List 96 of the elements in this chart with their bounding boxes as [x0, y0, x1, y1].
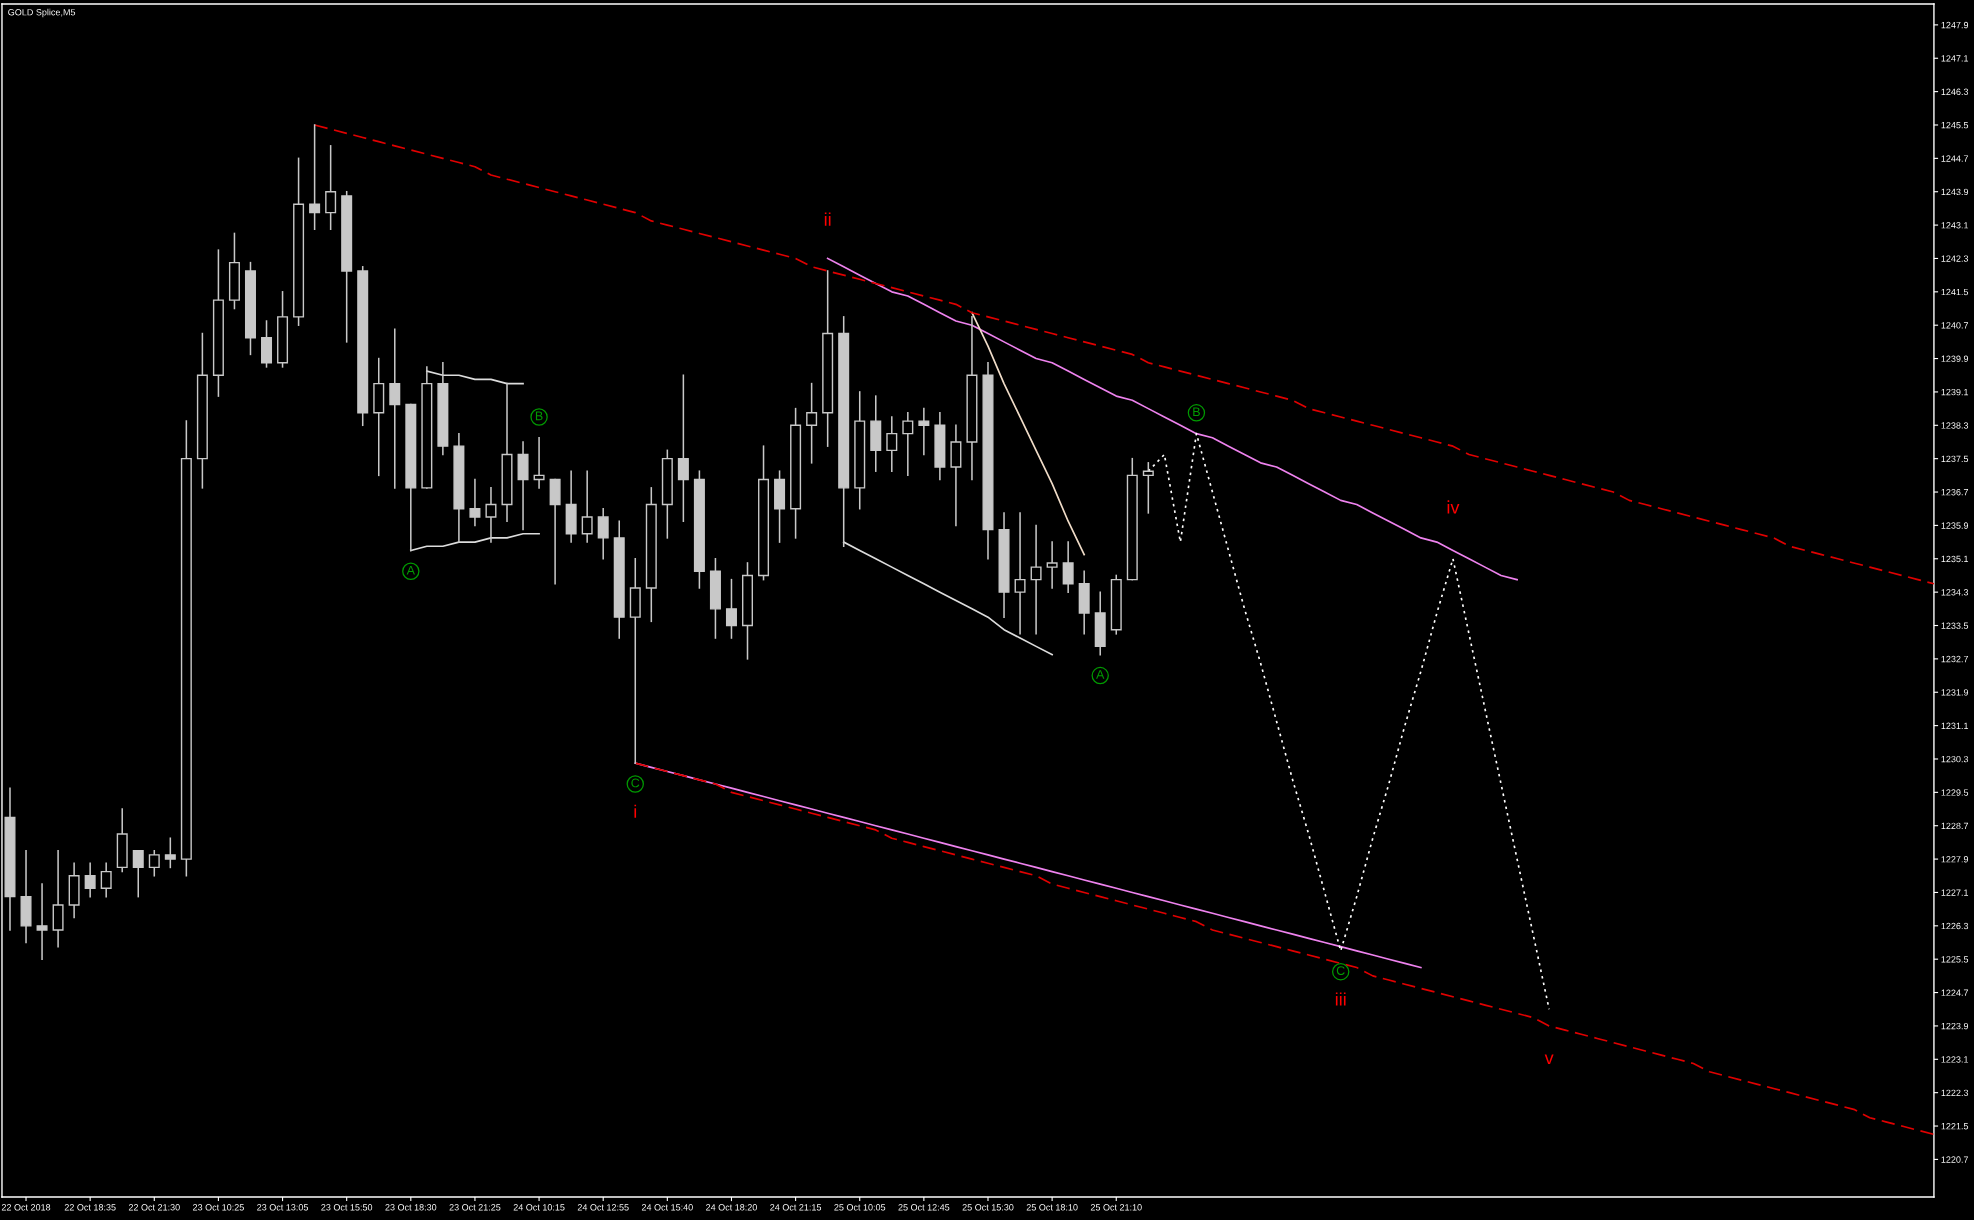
candlestick — [100, 862, 112, 898]
x-tick-label: 25 Oct 10:05 — [834, 1204, 886, 1211]
annotation: i — [634, 804, 637, 818]
candlestick — [533, 437, 545, 489]
y-tick-label: 1223.1 — [1941, 1056, 1969, 1063]
x-tick-label: 25 Oct 21:10 — [1090, 1204, 1142, 1211]
candlestick — [309, 124, 321, 231]
chart-title: GOLD Splice,M5 — [8, 8, 76, 18]
x-tick-label: 22 Oct 21:30 — [128, 1204, 180, 1211]
x-tick-label: 23 Oct 21:25 — [449, 1204, 501, 1211]
x-tick-label: 24 Oct 10:15 — [513, 1204, 565, 1211]
y-tick-label: 1227.1 — [1941, 889, 1969, 896]
y-tick-label: 1224.7 — [1941, 989, 1969, 996]
y-tick-label: 1229.5 — [1941, 789, 1969, 796]
y-tick-label: 1241.5 — [1941, 288, 1969, 296]
x-tick-label: 24 Oct 21:15 — [770, 1204, 822, 1211]
annotation: C — [1336, 966, 1345, 976]
y-tick-label: 1244.7 — [1941, 155, 1969, 162]
candlestick — [1046, 541, 1058, 589]
y-tick-label: 1220.7 — [1941, 1156, 1969, 1163]
y-tick-label: 1240.7 — [1941, 322, 1969, 329]
annotation: iii — [1335, 992, 1346, 1006]
y-tick-label: 1246.3 — [1941, 88, 1969, 95]
y-tick-label: 1243.1 — [1941, 222, 1969, 229]
candlestick — [1062, 541, 1074, 593]
annotation: A — [406, 565, 415, 575]
y-tick-label: 1247.1 — [1941, 55, 1969, 62]
y-tick-label: 1234.3 — [1941, 589, 1969, 596]
y-tick-label: 1227.9 — [1941, 856, 1969, 863]
annotation: v — [1544, 1054, 1554, 1064]
x-tick-label: 24 Oct 12:55 — [577, 1204, 629, 1211]
x-tick-label: 23 Oct 15:50 — [321, 1204, 373, 1211]
annotation: C — [631, 778, 640, 788]
y-tick-label: 1230.3 — [1941, 755, 1969, 763]
candlestick — [325, 145, 337, 231]
y-tick-label: 1233.5 — [1941, 622, 1969, 629]
y-tick-label: 1247.9 — [1941, 21, 1969, 29]
annotation: ii — [824, 212, 831, 226]
y-tick-label: 1228.7 — [1941, 822, 1969, 830]
y-tick-label: 1235.9 — [1941, 522, 1969, 529]
candlestick — [806, 382, 818, 464]
y-tick-label: 1235.1 — [1941, 555, 1969, 563]
annotation: A — [1096, 670, 1105, 679]
y-tick-label: 1243.9 — [1941, 188, 1969, 196]
y-tick-label: 1232.7 — [1941, 655, 1969, 663]
y-tick-label: 1231.9 — [1941, 689, 1969, 696]
line-series — [426, 370, 524, 385]
candlestick — [902, 412, 914, 477]
x-tick-label: 24 Oct 15:40 — [641, 1204, 693, 1211]
y-tick-label: 1236.7 — [1941, 489, 1969, 496]
candlestick — [581, 470, 593, 543]
x-tick-label: 22 Oct 2018 — [1, 1204, 51, 1211]
x-tick-label: 23 Oct 10:25 — [193, 1204, 244, 1211]
candlestick — [597, 507, 609, 560]
line-series — [409, 532, 540, 552]
y-tick-label: 1242.3 — [1941, 255, 1969, 262]
y-tick-label: 1231.1 — [1941, 722, 1969, 729]
candlestick — [918, 407, 930, 456]
line-series — [971, 311, 1086, 556]
annotation: iv — [1447, 500, 1460, 514]
annotation: B — [1193, 407, 1200, 417]
y-tick-label: 1245.5 — [1941, 121, 1969, 129]
annotation: B — [535, 411, 543, 421]
candlestick — [84, 862, 96, 898]
x-tick-label: 25 Oct 18:10 — [1026, 1204, 1078, 1211]
candlestick — [677, 374, 689, 522]
x-tick-label: 25 Oct 15:30 — [962, 1204, 1014, 1211]
candlestick — [389, 328, 401, 489]
line-series — [313, 124, 1934, 585]
x-tick-label: 23 Oct 18:30 — [385, 1204, 437, 1211]
candlestick — [1030, 524, 1042, 635]
y-tick-label: 1226.3 — [1941, 922, 1969, 930]
candlestick — [36, 883, 48, 960]
x-tick-label: 25 Oct 12:45 — [898, 1204, 950, 1211]
x-tick-label: 22 Oct 18:35 — [64, 1204, 116, 1211]
candlestick — [132, 849, 144, 898]
x-tick-label: 24 Oct 18:20 — [706, 1204, 757, 1211]
candlestick — [469, 478, 481, 527]
candlestick — [148, 849, 160, 877]
candlestick — [725, 578, 737, 639]
x-tick-label: 23 Oct 13:05 — [257, 1204, 309, 1211]
y-tick-label: 1239.1 — [1941, 388, 1969, 396]
line-series — [842, 541, 1053, 656]
y-tick-label: 1225.5 — [1941, 956, 1969, 963]
candlestick — [164, 837, 176, 869]
candlestick — [886, 416, 898, 472]
candlestick — [1014, 512, 1026, 635]
y-tick-label: 1221.5 — [1941, 1123, 1969, 1130]
y-tick-label: 1222.3 — [1941, 1089, 1969, 1097]
y-tick-label: 1223.9 — [1941, 1022, 1969, 1030]
candlestick — [1142, 462, 1154, 514]
y-tick-label: 1239.9 — [1941, 355, 1969, 362]
candlestick — [485, 487, 497, 543]
y-tick-label: 1238.3 — [1941, 422, 1969, 429]
y-tick-label: 1237.5 — [1941, 455, 1969, 463]
line-series — [826, 257, 1518, 581]
